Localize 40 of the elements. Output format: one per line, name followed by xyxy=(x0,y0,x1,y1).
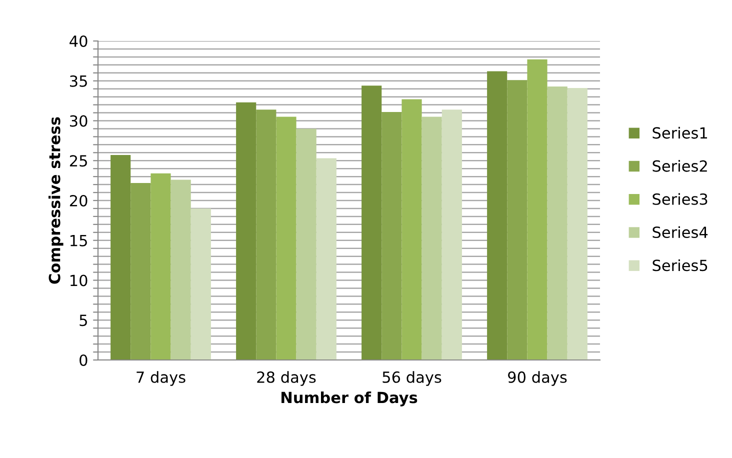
bar xyxy=(316,158,336,360)
legend-label: Series3 xyxy=(652,193,708,205)
y-tick-label: 35 xyxy=(70,75,87,87)
bar xyxy=(130,182,151,360)
bar xyxy=(362,86,382,360)
y-tick-label: 40 xyxy=(70,35,88,48)
bar xyxy=(190,208,211,360)
bar xyxy=(256,110,276,360)
legend-label: Series4 xyxy=(652,226,708,238)
bar xyxy=(276,116,296,360)
bar xyxy=(382,112,402,360)
y-tick-label: 20 xyxy=(70,194,88,207)
y-tick-label: 5 xyxy=(80,314,87,326)
y-tick-label: 15 xyxy=(70,235,87,246)
bar xyxy=(547,86,568,360)
x-tick-label: 28 days xyxy=(257,371,316,386)
bar xyxy=(422,116,442,360)
bar xyxy=(442,110,462,360)
y-axis-title: Compressive stress xyxy=(48,117,64,284)
bar xyxy=(487,71,508,360)
bar xyxy=(170,180,191,360)
legend-label: Series2 xyxy=(652,160,707,172)
legend-label: Series1 xyxy=(652,126,708,139)
y-tick-label: 0 xyxy=(80,354,88,366)
bar xyxy=(110,155,131,360)
bar xyxy=(150,173,171,360)
bar xyxy=(236,102,256,360)
y-tick-label: 25 xyxy=(70,155,87,167)
y-tick-label: 30 xyxy=(70,115,88,127)
bar xyxy=(567,88,588,360)
bar xyxy=(507,80,528,360)
x-tick-label: 90 days xyxy=(508,371,567,386)
x-tick-label: 56 days xyxy=(382,371,442,386)
bar xyxy=(296,128,316,360)
bar xyxy=(527,59,548,360)
bar xyxy=(402,99,422,360)
legend-label: Series5 xyxy=(652,259,708,272)
x-axis-title: Number of Days xyxy=(282,391,418,406)
x-tick-label: 7 days xyxy=(136,371,186,386)
y-tick-label: 10 xyxy=(70,274,88,286)
